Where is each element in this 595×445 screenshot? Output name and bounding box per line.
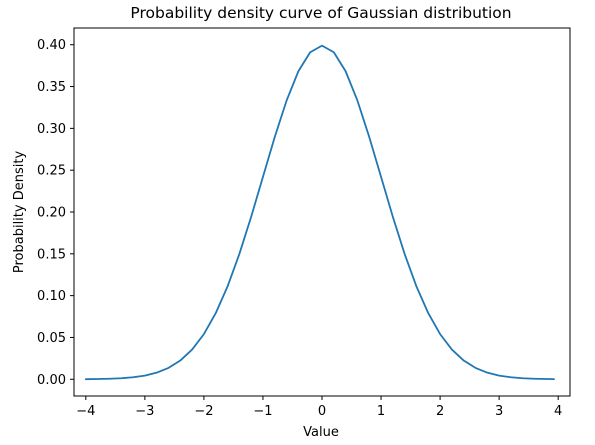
y-axis: 0.00 0.05 0.10 0.15 0.20 0.25 0.30 0.35 0.40 xyxy=(37,38,74,388)
y-tick-label: 0.35 xyxy=(37,80,66,95)
x-tick-label: 3 xyxy=(495,404,503,419)
series-line xyxy=(84,44,555,381)
y-tick-label: 0.05 xyxy=(37,331,66,346)
y-tick-label: 0.15 xyxy=(37,247,66,262)
x-tick-label: −1 xyxy=(253,404,272,419)
y-axis-title: Probability Density xyxy=(12,151,27,274)
x-axis-title: Value xyxy=(303,425,339,440)
x-tick-label: 1 xyxy=(377,404,385,419)
x-axis: −4 −3 −2 −1 0 1 2 3 4 xyxy=(76,396,562,419)
x-tick-label: −2 xyxy=(194,404,213,419)
y-tick-label: 0.25 xyxy=(37,164,66,179)
y-tick-label: 0.40 xyxy=(37,38,66,53)
x-tick-label: 0 xyxy=(318,404,326,419)
x-tick-label: 2 xyxy=(436,404,444,419)
series-layer xyxy=(84,44,555,381)
x-tick-label: 4 xyxy=(554,404,562,419)
y-tick-label: 0.10 xyxy=(37,289,66,304)
x-tick-label: −3 xyxy=(135,404,154,419)
y-tick-label: 0.00 xyxy=(37,373,66,388)
x-tick-label: −4 xyxy=(76,404,95,419)
y-tick-label: 0.30 xyxy=(37,122,66,137)
y-tick-label: 0.20 xyxy=(37,206,66,221)
chart-title: Probability density curve of Gaussian di… xyxy=(130,4,511,22)
